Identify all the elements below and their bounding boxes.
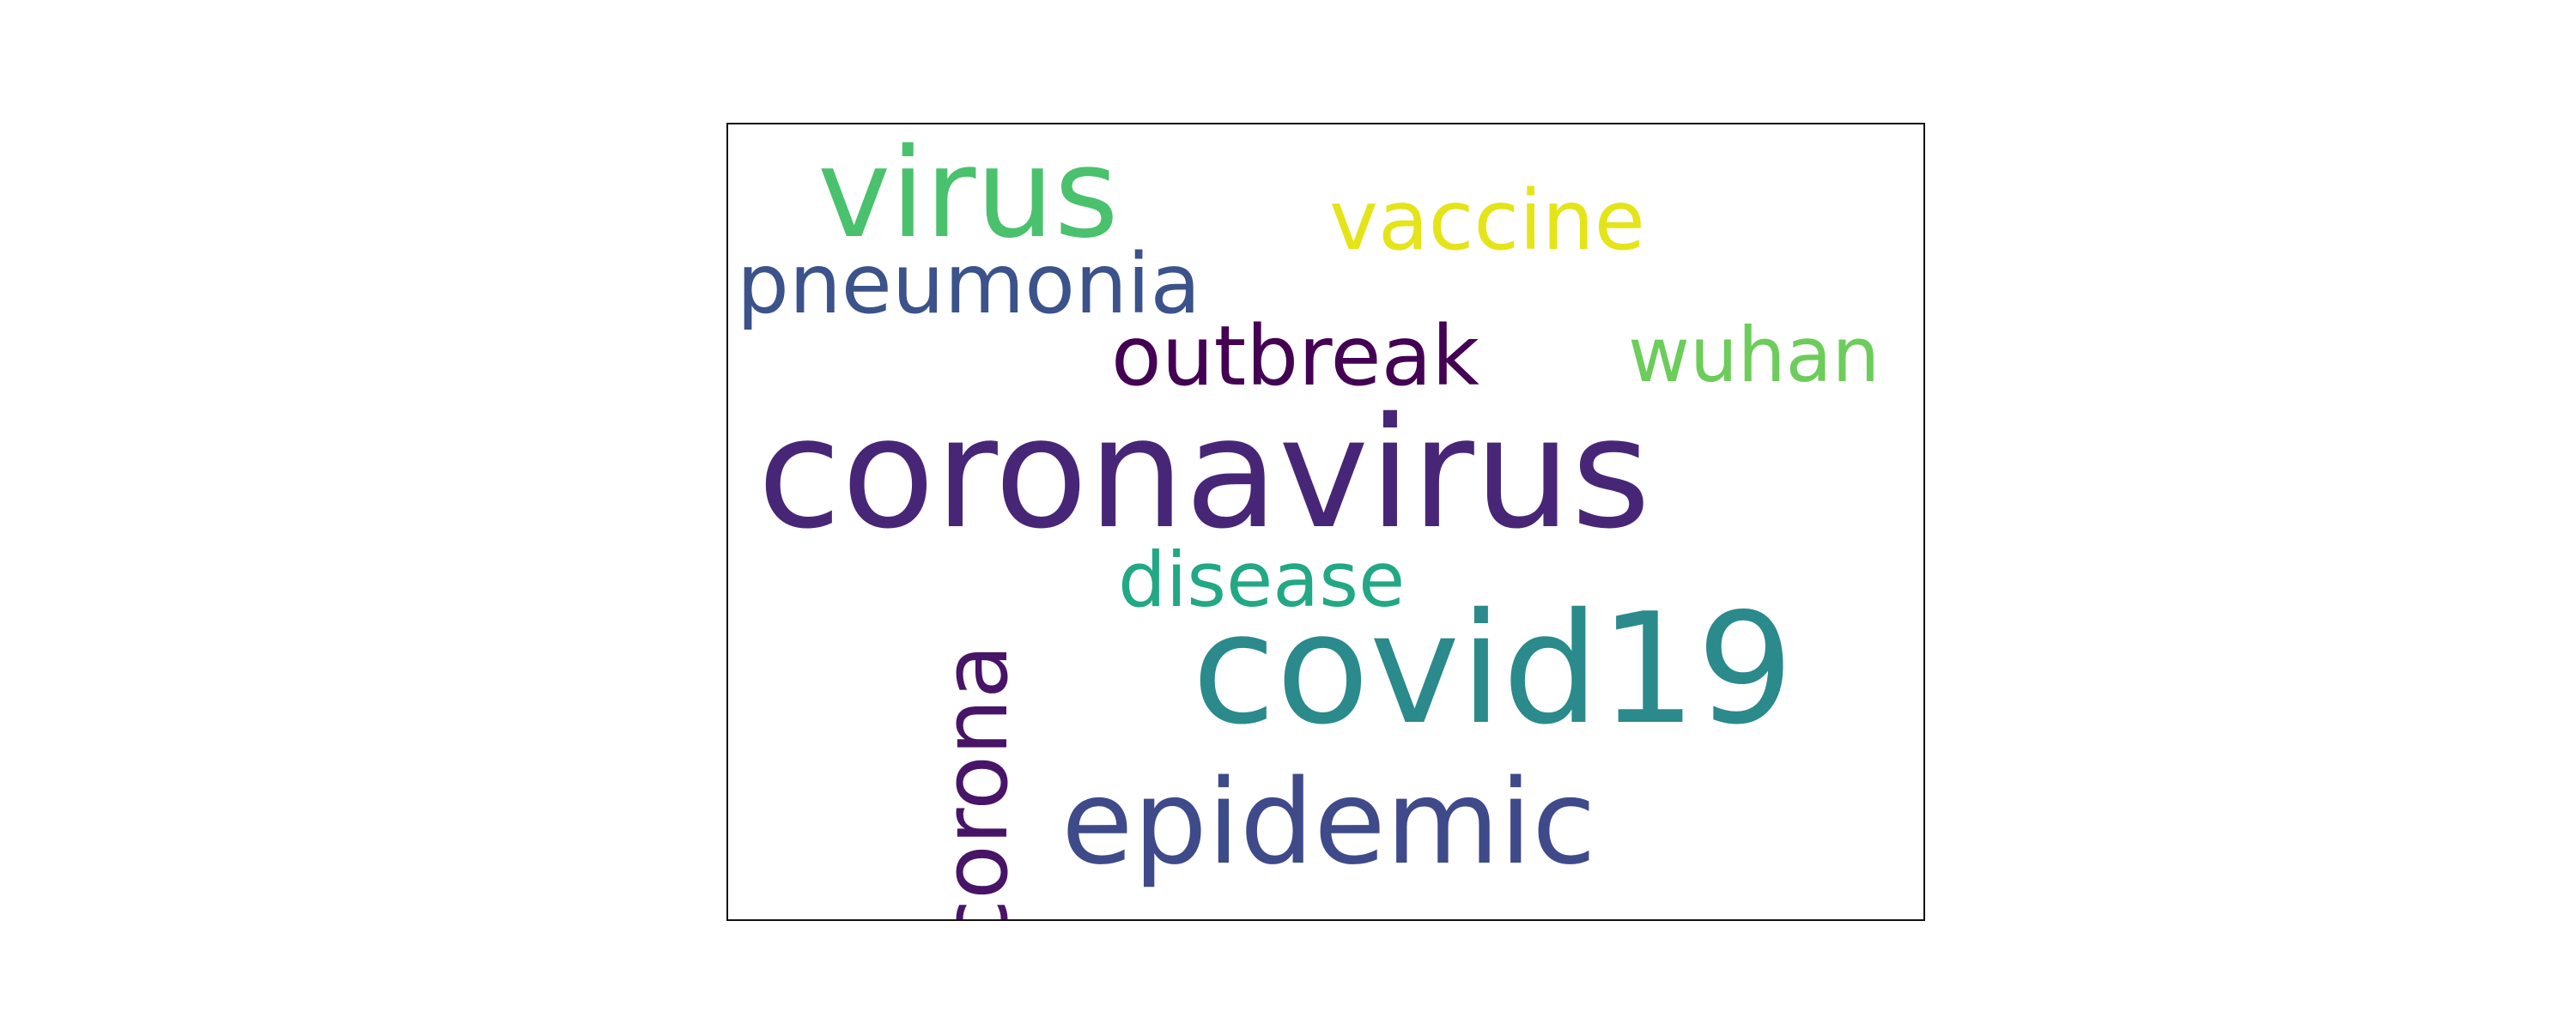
word-pneumonia: pneumonia [737, 236, 1201, 332]
word-virus: virus [817, 123, 1119, 265]
word-vaccine: vaccine [1329, 173, 1645, 269]
word-disease: disease [1118, 536, 1406, 624]
word-coronavirus: coronavirus [757, 385, 1651, 562]
word-outbreak: outbreak [1111, 308, 1479, 404]
word-epidemic: epidemic [1061, 755, 1596, 891]
word-cloud: coronavirus covid19 virus epidemic coron… [726, 123, 1925, 921]
word-covid19: covid19 [1192, 580, 1795, 758]
word-corona: corona [923, 644, 1028, 921]
word-wuhan: wuhan [1628, 311, 1880, 399]
